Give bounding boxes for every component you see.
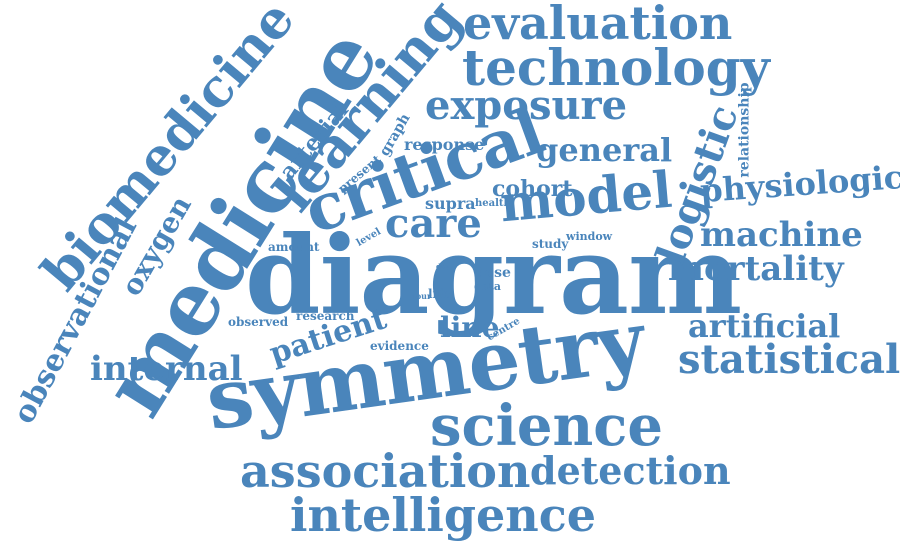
word-technology: technology xyxy=(462,38,770,97)
word-general: general xyxy=(536,131,673,169)
word-data: data xyxy=(474,280,502,293)
word-machine: machine xyxy=(700,215,863,255)
word-exposure: exposure xyxy=(425,82,628,129)
word-association: association xyxy=(240,444,531,498)
word-window: window xyxy=(566,230,613,243)
word-artificial: artificial xyxy=(688,307,841,345)
word-diagram: diagram xyxy=(245,213,742,339)
word-mortality: mortality xyxy=(668,249,844,289)
word-life: life xyxy=(428,287,450,301)
word-physiologic: physiologic xyxy=(698,157,900,211)
word-statistical: statistical xyxy=(678,336,900,383)
word-amount: amount xyxy=(268,240,320,254)
word-care: care xyxy=(385,200,482,247)
word-cohort: cohort xyxy=(492,176,573,202)
word-observed: observed xyxy=(228,315,289,329)
word-intelligence: intelligence xyxy=(290,488,597,542)
word-science: science xyxy=(430,393,663,459)
word-supra: supra xyxy=(425,194,476,213)
word-evaluation: evaluation xyxy=(463,0,733,50)
word-evidence: evidence xyxy=(370,339,429,353)
word-study: study xyxy=(532,237,569,251)
word-health: health xyxy=(475,198,511,209)
word-response: response xyxy=(404,135,485,154)
word-detection: detection xyxy=(530,448,731,493)
word-relationship: relationship xyxy=(736,82,753,178)
word-hour: hour xyxy=(410,291,432,301)
word-internal: internal xyxy=(90,349,243,389)
word-research: research xyxy=(296,309,355,323)
word-line: line xyxy=(440,311,500,344)
word-day: day xyxy=(436,262,450,271)
word-dose: dose xyxy=(475,265,511,281)
